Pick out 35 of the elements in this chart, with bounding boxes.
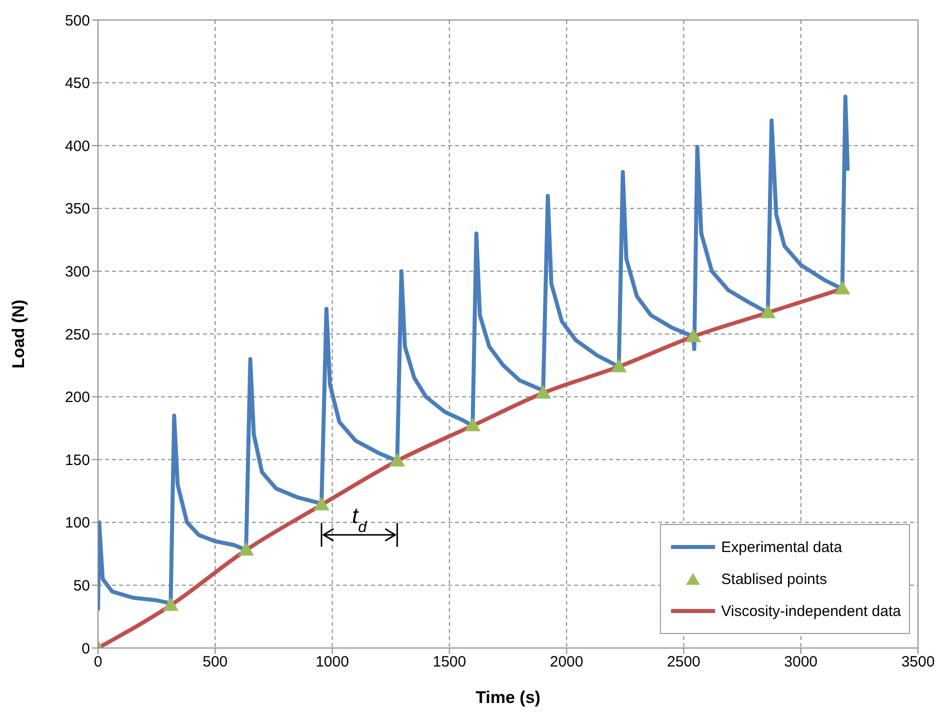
- y-tick-label: 350: [64, 200, 90, 218]
- y-tick-label: 250: [64, 326, 90, 344]
- x-tick-label: 3500: [901, 654, 935, 671]
- y-tick-label: 100: [64, 514, 90, 532]
- point: [162, 597, 179, 611]
- point: [610, 358, 627, 372]
- y-tick-label: 0: [82, 640, 90, 658]
- y-tick-label: 450: [64, 75, 90, 92]
- legend-label: Stablised points: [721, 570, 828, 588]
- legend-label: Experimental data: [721, 538, 842, 556]
- y-axis-title: Load (N): [9, 300, 28, 368]
- x-tick-label: 0: [94, 654, 102, 671]
- point: [760, 304, 776, 318]
- x-tick-label: 1000: [316, 654, 349, 671]
- y-tick-label: 50: [73, 578, 90, 595]
- x-axis-title: Time (s): [476, 688, 540, 707]
- point: [238, 542, 254, 556]
- point: [535, 385, 552, 399]
- point: [685, 328, 702, 342]
- x-tick-label: 500: [202, 654, 228, 671]
- y-tick-label: 150: [64, 452, 90, 469]
- y-tick-label: 500: [64, 12, 90, 30]
- point: [314, 496, 330, 510]
- x-tick-label: 2000: [550, 654, 584, 671]
- point: [389, 452, 406, 466]
- x-tick-label: 3000: [784, 654, 818, 671]
- x-tick-label: 2500: [667, 654, 700, 671]
- y-tick-label: 300: [64, 264, 90, 281]
- point: [464, 418, 481, 432]
- annotation: t$_{d}$: [352, 502, 368, 536]
- legend-label: Viscosity-independent data: [721, 602, 901, 620]
- point: [834, 280, 850, 294]
- y-tick-label: 400: [64, 138, 90, 155]
- x-tick-label: 1500: [432, 654, 466, 671]
- y-tick-label: 200: [64, 389, 90, 406]
